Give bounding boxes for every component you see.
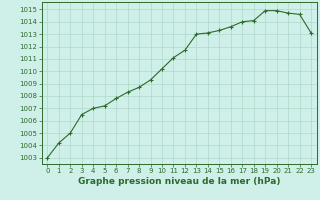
X-axis label: Graphe pression niveau de la mer (hPa): Graphe pression niveau de la mer (hPa) — [78, 177, 280, 186]
